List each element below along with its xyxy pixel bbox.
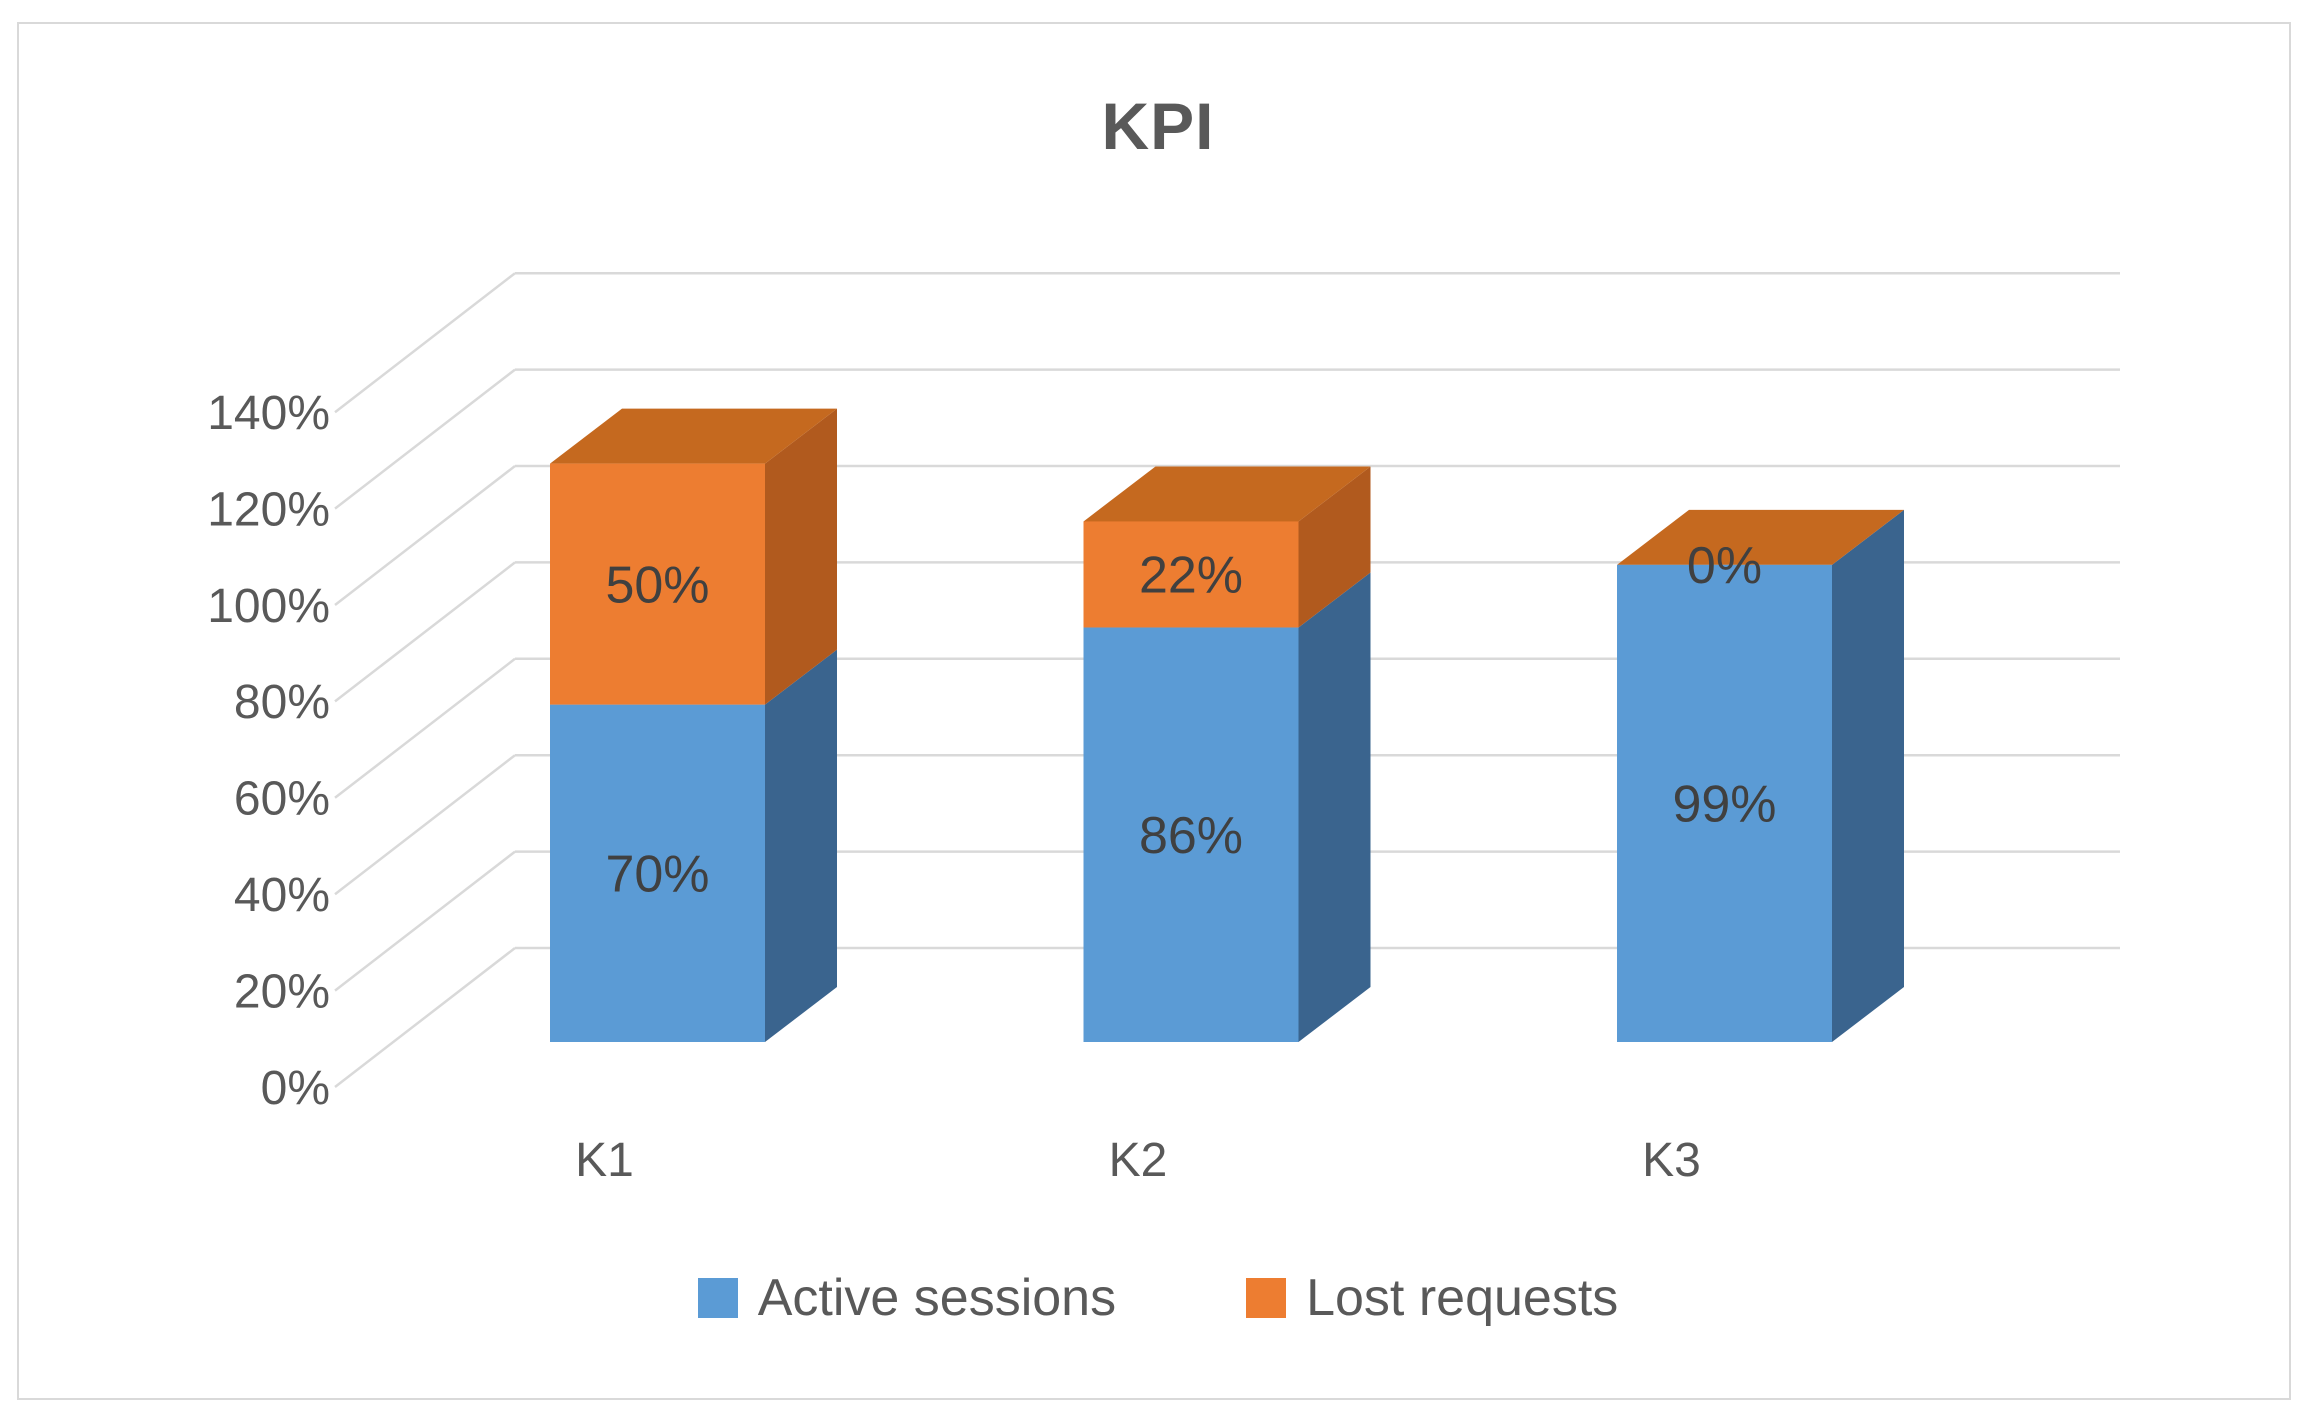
legend-label: Active sessions: [757, 1269, 1117, 1327]
bar-K2-active-sessions-front: [1083, 627, 1299, 1042]
bar-K1-top-face: [550, 408, 837, 464]
y-axis-label-0%: 0%: [261, 1062, 330, 1115]
y-axis-label-20%: 20%: [234, 965, 330, 1018]
value-label-K2-lost-requests: 22%: [1139, 547, 1243, 605]
y-axis-label-40%: 40%: [234, 869, 330, 922]
axis-tick-20%: [334, 850, 516, 992]
axis-tick-80%: [334, 561, 516, 703]
bar-K2-lost-requests-front: [1083, 521, 1299, 628]
value-label-K1-lost-requests: 50%: [605, 556, 709, 614]
value-label-K3-active-sessions: 99%: [1672, 776, 1776, 834]
axis-tick-0%: [334, 947, 516, 1088]
axis-tick-140%: [334, 272, 516, 414]
value-label-K1-active-sessions: 70%: [605, 846, 709, 904]
x-axis-label-K3: K3: [1642, 1134, 1701, 1187]
legend-item-active-sessions: Active sessions: [697, 1268, 1117, 1328]
bar-K1-lost-requests-front: [550, 463, 765, 705]
x-axis-label-K1: K1: [575, 1134, 634, 1187]
y-axis-label-80%: 80%: [234, 676, 330, 729]
bar-K1-active-sessions-side: [765, 649, 837, 1042]
bar-K2-lost-requests-side: [1298, 466, 1371, 628]
value-label-K3-lost-requests: 0%: [1687, 537, 1762, 595]
legend-swatch-icon: [697, 1278, 738, 1318]
axis-tick-40%: [334, 754, 516, 896]
y-axis-label-120%: 120%: [207, 483, 330, 536]
legend-item-lost-requests: Lost requests: [1246, 1268, 1618, 1328]
axis-tick-120%: [334, 368, 516, 510]
bar-K1-lost-requests-side: [765, 408, 837, 705]
bar-K2-active-sessions-side: [1298, 572, 1371, 1042]
bar-K3-top-face: [1617, 509, 1904, 565]
legend-swatch-icon: [1246, 1278, 1287, 1318]
y-axis-label-140%: 140%: [207, 387, 330, 440]
chart-title: KPI: [1101, 89, 1215, 163]
value-label-K2-active-sessions: 86%: [1139, 807, 1243, 865]
bar-K3-active-sessions-front: [1617, 564, 1832, 1042]
y-axis-label-100%: 100%: [207, 580, 330, 633]
bar-K3-active-sessions-side: [1832, 509, 1904, 1042]
bar-K2-top-face: [1083, 466, 1371, 522]
chart-legend: Active sessions Lost requests: [0, 1268, 2316, 1328]
axis-tick-60%: [334, 657, 516, 799]
y-axis-label-60%: 60%: [234, 773, 330, 826]
bar-K1-active-sessions-front: [550, 704, 765, 1042]
legend-label: Lost requests: [1306, 1269, 1619, 1327]
axis-tick-100%: [334, 465, 516, 606]
x-axis-label-K2: K2: [1109, 1134, 1168, 1187]
